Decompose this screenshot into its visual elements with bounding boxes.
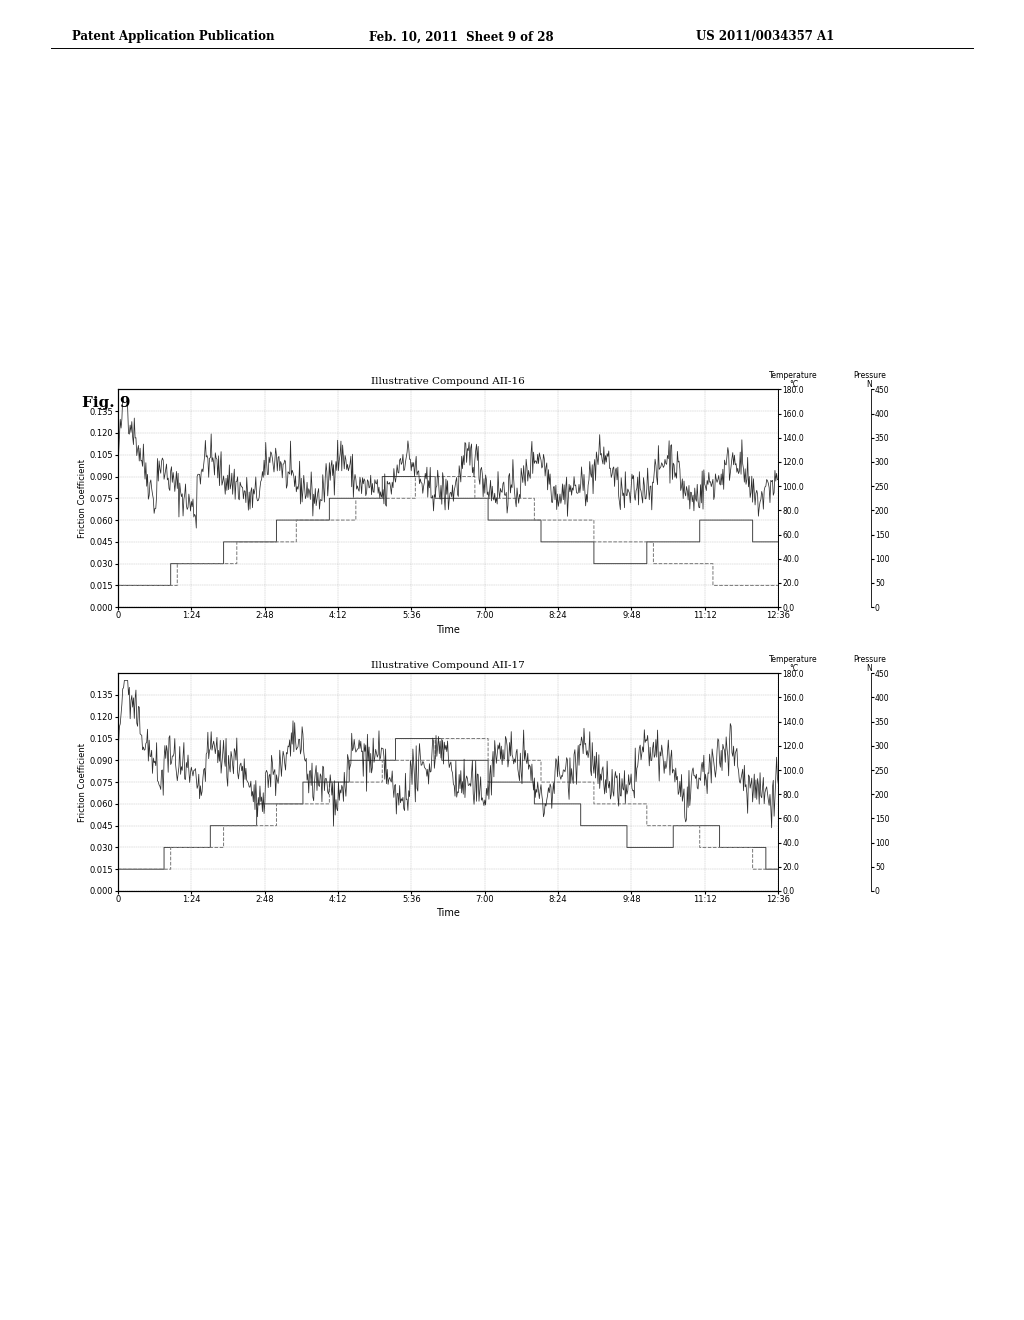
Title: Illustrative Compound AII-16: Illustrative Compound AII-16 bbox=[371, 376, 525, 385]
Text: Pressure: Pressure bbox=[853, 655, 886, 664]
X-axis label: Time: Time bbox=[436, 624, 460, 635]
Text: Feb. 10, 2011  Sheet 9 of 28: Feb. 10, 2011 Sheet 9 of 28 bbox=[369, 30, 553, 44]
Text: N: N bbox=[866, 664, 872, 673]
X-axis label: Time: Time bbox=[436, 908, 460, 919]
Title: Illustrative Compound AII-17: Illustrative Compound AII-17 bbox=[371, 660, 525, 669]
Text: °C: °C bbox=[790, 380, 798, 389]
Text: Temperature: Temperature bbox=[769, 655, 818, 664]
Y-axis label: Friction Coefficient: Friction Coefficient bbox=[78, 459, 87, 537]
Text: Fig. 9: Fig. 9 bbox=[82, 396, 130, 411]
Text: N: N bbox=[866, 380, 872, 389]
Text: Patent Application Publication: Patent Application Publication bbox=[72, 30, 274, 44]
Y-axis label: Friction Coefficient: Friction Coefficient bbox=[78, 743, 87, 821]
Text: Temperature: Temperature bbox=[769, 371, 818, 380]
Text: Pressure: Pressure bbox=[853, 371, 886, 380]
Text: °C: °C bbox=[790, 664, 798, 673]
Text: US 2011/0034357 A1: US 2011/0034357 A1 bbox=[696, 30, 835, 44]
